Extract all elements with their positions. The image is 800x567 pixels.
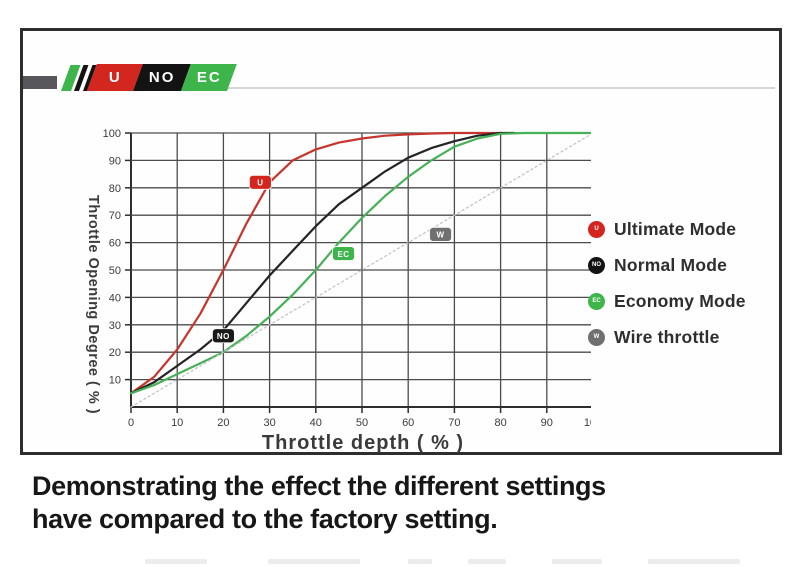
badge-u [248, 174, 272, 190]
legend-item-u: U Ultimate Mode [588, 211, 778, 247]
y-axis-title: Throttle Opening Degree ( % ) [85, 195, 101, 415]
logo-letter-ec: EC [196, 69, 222, 86]
legend-label: Normal Mode [614, 254, 728, 275]
badge-label-u: U [257, 179, 263, 188]
cutoff-artifact [408, 559, 432, 564]
brand-logo: U NO EC [87, 64, 237, 91]
x-tick-label: 50 [356, 417, 368, 429]
chart-panel: U NO EC Throttle Opening Degree ( % ) 0 1… [20, 28, 782, 455]
x-tick-label: 90 [541, 417, 553, 429]
x-tick-label: 70 [448, 417, 460, 429]
ribbon-gray-bar [23, 76, 57, 89]
y-tick-label: 60 [109, 238, 121, 250]
x-tick-label: 0 [128, 417, 134, 429]
ribbon-rule-line [223, 87, 775, 89]
badge-w [429, 226, 452, 242]
logo-letter-u: U [108, 69, 122, 86]
y-tick-label: 50 [109, 265, 121, 277]
y-tick-label: 80 [109, 183, 121, 195]
legend-dot-u-icon: U [588, 220, 605, 238]
y-tick-label: 40 [109, 292, 121, 304]
badge-label-ec: EC [337, 250, 349, 259]
x-tick-label: 40 [310, 417, 322, 429]
legend-label: Ultimate Mode [614, 218, 737, 239]
cutoff-artifact [468, 559, 506, 564]
badge-label-w: W [437, 231, 445, 240]
legend-dot-no-icon: NO [588, 256, 605, 274]
legend-label: Wire throttle [614, 326, 720, 347]
y-tick-label: 100 [103, 128, 121, 140]
legend-item-no: NO Normal Mode [588, 247, 778, 283]
chart-legend: U Ultimate Mode NO Normal Mode EC Economy Mod… [588, 211, 778, 355]
caption-line-2: have compared to the factory setting. [32, 504, 498, 534]
cutoff-artifact [552, 559, 602, 564]
y-tick-label: 30 [109, 320, 121, 332]
x-tick-label: 20 [217, 417, 229, 429]
ribbon-stripes [61, 65, 103, 91]
legend-item-ec: EC Economy Mode [588, 283, 778, 319]
x-tick-label: 60 [402, 417, 414, 429]
y-tick-label: 20 [109, 347, 121, 359]
curve-no [129, 131, 516, 395]
x-tick-label: 10 [171, 417, 183, 429]
x-tick-label: 100 [584, 417, 591, 429]
curve-ec [129, 131, 591, 395]
throttle-chart: 0 10 20 30 40 50 60 70 80 90 100 10 20 30 40 50 60 70 80 90… [103, 128, 591, 429]
legend-dot-ec-icon: EC [588, 292, 605, 310]
logo-block-ec: EC [181, 64, 237, 91]
brand-ribbon: U NO EC [23, 64, 779, 94]
y-tick-label: 90 [109, 155, 121, 167]
cutoff-artifact [648, 559, 740, 564]
badge-label-no: NO [217, 332, 230, 341]
caption-line-1: Demonstrating the effect the different s… [32, 471, 606, 501]
caption: Demonstrating the effect the different s… [32, 470, 606, 536]
legend-label: Economy Mode [614, 290, 746, 311]
x-tick-label: 80 [494, 417, 506, 429]
legend-dot-w-icon: W [588, 328, 605, 346]
curve-u [129, 131, 502, 395]
y-tick-label: 10 [109, 375, 121, 387]
x-axis-title: Throttle depth ( % ) [261, 432, 465, 454]
cutoff-artifact [145, 559, 207, 564]
x-tick-label: 30 [263, 417, 275, 429]
legend-item-w: W Wire throttle [588, 319, 778, 355]
badge-no [211, 328, 235, 344]
logo-letter-no: NO [148, 69, 176, 86]
badge-ec [332, 246, 355, 261]
curve-w [130, 133, 591, 408]
y-tick-label: 70 [109, 210, 121, 222]
cutoff-artifact [268, 559, 360, 564]
